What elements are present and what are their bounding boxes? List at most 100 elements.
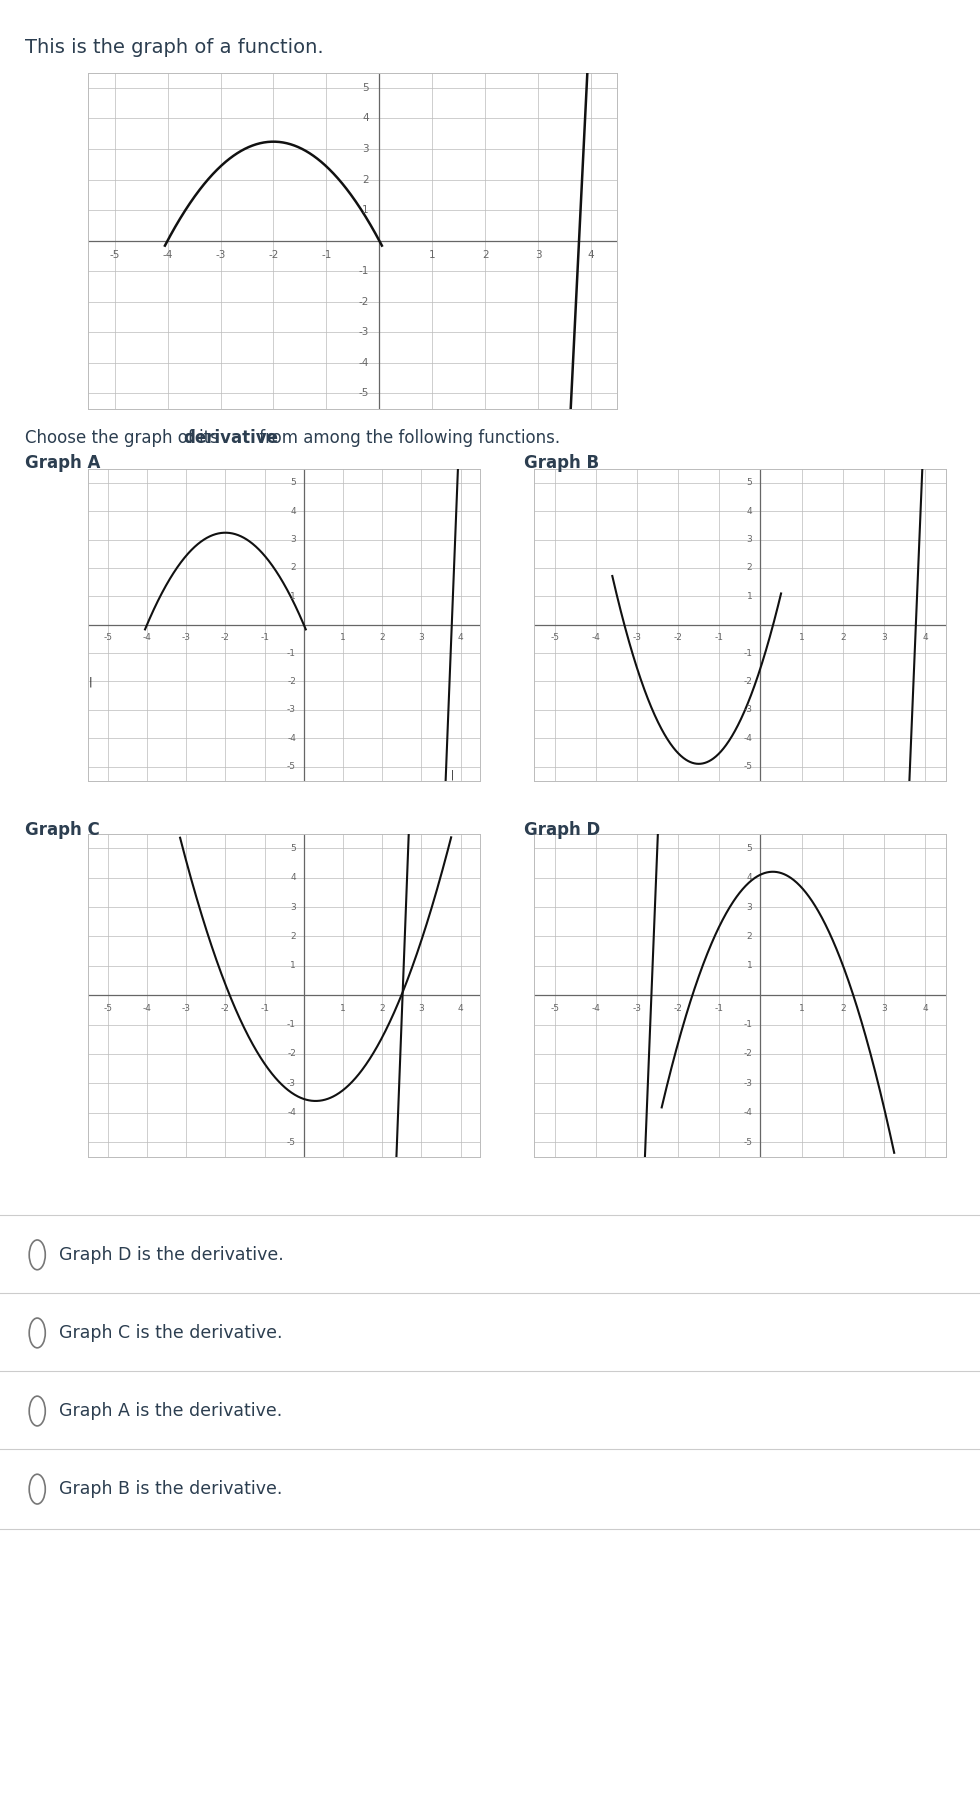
Text: -2: -2 (287, 677, 296, 686)
Text: 3: 3 (362, 143, 368, 154)
Text: -3: -3 (743, 705, 753, 714)
Text: 2: 2 (747, 563, 753, 572)
Text: -5: -5 (287, 763, 296, 772)
Text: -3: -3 (632, 634, 642, 643)
Text: 2: 2 (362, 174, 368, 185)
Text: -4: -4 (359, 358, 368, 369)
Text: 2: 2 (290, 932, 296, 941)
Text: -4: -4 (163, 251, 172, 260)
Text: 3: 3 (290, 903, 296, 912)
Text: -1: -1 (743, 1021, 753, 1030)
Text: 4: 4 (922, 634, 928, 643)
Text: -4: -4 (744, 734, 753, 743)
Text: -2: -2 (744, 1050, 753, 1059)
Text: -1: -1 (260, 634, 270, 643)
Text: -3: -3 (743, 1079, 753, 1088)
Text: 2: 2 (840, 1004, 846, 1013)
Text: -1: -1 (714, 634, 724, 643)
Text: 1: 1 (747, 592, 753, 601)
Text: -2: -2 (673, 634, 683, 643)
Text: 2: 2 (747, 932, 753, 941)
Text: -3: -3 (632, 1004, 642, 1013)
Text: 1: 1 (340, 634, 346, 643)
Text: 1: 1 (362, 205, 368, 214)
Text: 1: 1 (429, 251, 435, 260)
Text: 4: 4 (747, 873, 753, 883)
Text: -3: -3 (181, 1004, 191, 1013)
Text: 5: 5 (362, 84, 368, 93)
Text: -3: -3 (181, 634, 191, 643)
Text: Graph B is the derivative.: Graph B is the derivative. (59, 1480, 282, 1498)
Text: -3: -3 (359, 327, 368, 338)
Text: -3: -3 (216, 251, 225, 260)
Text: |: | (88, 676, 92, 686)
Text: -3: -3 (287, 705, 296, 714)
Text: -5: -5 (110, 251, 120, 260)
Text: 2: 2 (379, 1004, 385, 1013)
Text: -1: -1 (287, 1021, 296, 1030)
Text: -2: -2 (220, 1004, 230, 1013)
Text: Graph A: Graph A (24, 454, 100, 472)
Text: 3: 3 (747, 903, 753, 912)
Text: -4: -4 (287, 734, 296, 743)
Text: 4: 4 (922, 1004, 928, 1013)
Text: -4: -4 (744, 1108, 753, 1117)
Text: from among the following functions.: from among the following functions. (254, 429, 560, 447)
Text: Choose the graph of its: Choose the graph of its (24, 429, 223, 447)
Text: -5: -5 (103, 1004, 113, 1013)
Text: -3: -3 (287, 1079, 296, 1088)
Text: 1: 1 (747, 961, 753, 970)
Text: -5: -5 (287, 1137, 296, 1146)
Text: 5: 5 (290, 844, 296, 854)
Text: |: | (451, 770, 454, 781)
Text: -2: -2 (359, 296, 368, 307)
Text: 5: 5 (747, 844, 753, 854)
Text: Graph C: Graph C (24, 821, 99, 839)
Text: 3: 3 (418, 634, 424, 643)
Text: -4: -4 (287, 1108, 296, 1117)
Text: 3: 3 (881, 634, 887, 643)
Text: This is the graph of a function.: This is the graph of a function. (24, 38, 323, 56)
Text: -5: -5 (103, 634, 113, 643)
Text: -2: -2 (220, 634, 230, 643)
Text: 4: 4 (747, 507, 753, 516)
Text: Graph D: Graph D (524, 821, 601, 839)
Text: Graph C is the derivative.: Graph C is the derivative. (59, 1324, 282, 1342)
Text: -2: -2 (269, 251, 278, 260)
Text: 2: 2 (379, 634, 385, 643)
Text: -5: -5 (359, 389, 368, 398)
Text: Graph B: Graph B (524, 454, 600, 472)
Text: 2: 2 (482, 251, 488, 260)
Text: -4: -4 (142, 1004, 152, 1013)
Text: -1: -1 (287, 648, 296, 657)
Text: -2: -2 (287, 1050, 296, 1059)
Text: 4: 4 (290, 873, 296, 883)
Text: 2: 2 (290, 563, 296, 572)
Text: 3: 3 (290, 536, 296, 545)
Text: -5: -5 (743, 763, 753, 772)
Text: 4: 4 (458, 634, 464, 643)
Text: -4: -4 (591, 634, 601, 643)
Text: derivative: derivative (183, 429, 278, 447)
Text: 1: 1 (290, 961, 296, 970)
Text: -5: -5 (550, 634, 560, 643)
Text: 3: 3 (418, 1004, 424, 1013)
Text: 1: 1 (290, 592, 296, 601)
Text: 3: 3 (881, 1004, 887, 1013)
Text: 1: 1 (799, 634, 805, 643)
Text: 4: 4 (290, 507, 296, 516)
Text: -4: -4 (142, 634, 152, 643)
Text: 5: 5 (747, 478, 753, 487)
Text: -1: -1 (743, 648, 753, 657)
Text: -2: -2 (744, 677, 753, 686)
Text: 4: 4 (362, 113, 368, 123)
Text: -2: -2 (673, 1004, 683, 1013)
Text: Graph A is the derivative.: Graph A is the derivative. (59, 1402, 282, 1420)
Text: 3: 3 (535, 251, 541, 260)
Text: -1: -1 (714, 1004, 724, 1013)
Text: 3: 3 (747, 536, 753, 545)
Text: -5: -5 (743, 1137, 753, 1146)
Text: Graph D is the derivative.: Graph D is the derivative. (59, 1246, 283, 1264)
Text: 4: 4 (588, 251, 594, 260)
Text: -4: -4 (591, 1004, 601, 1013)
